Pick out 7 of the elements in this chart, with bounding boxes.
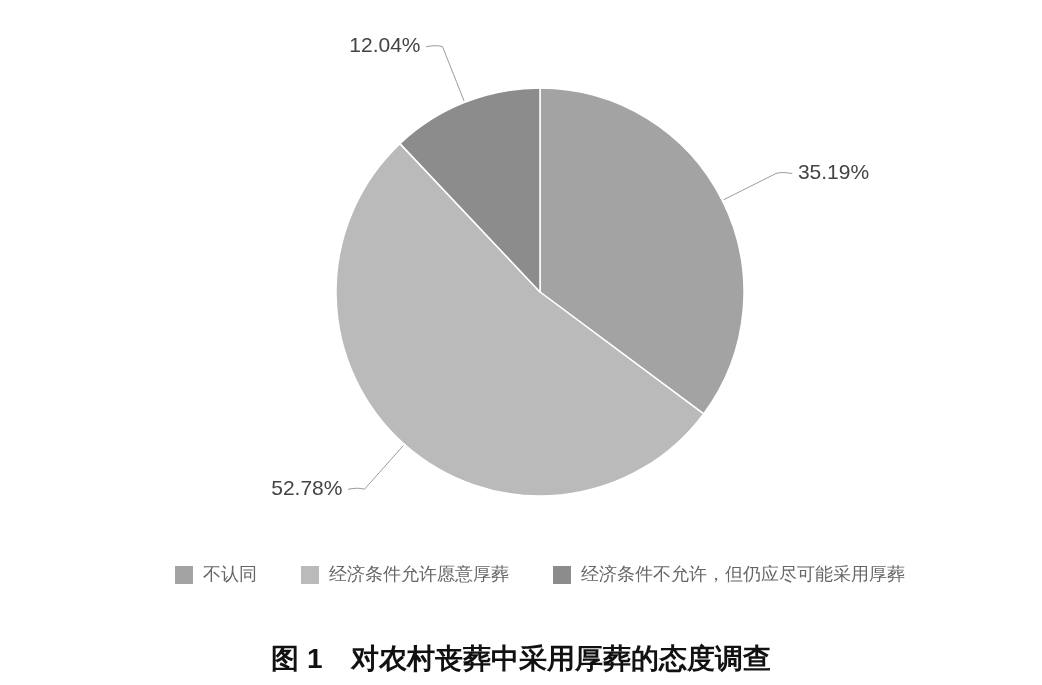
- data-label: 12.04%: [349, 33, 421, 57]
- legend-label: 不认同: [203, 563, 257, 584]
- legend-label: 经济条件允许愿意厚葬: [329, 563, 509, 584]
- data-label: 35.19%: [797, 160, 870, 184]
- data-label: 52.78%: [271, 475, 343, 499]
- legend-label: 经济条件不允许，但仍应尽可能采用厚葬: [581, 563, 905, 584]
- text: 图 1 对农村丧葬中采用厚葬的态度调查: [271, 643, 771, 674]
